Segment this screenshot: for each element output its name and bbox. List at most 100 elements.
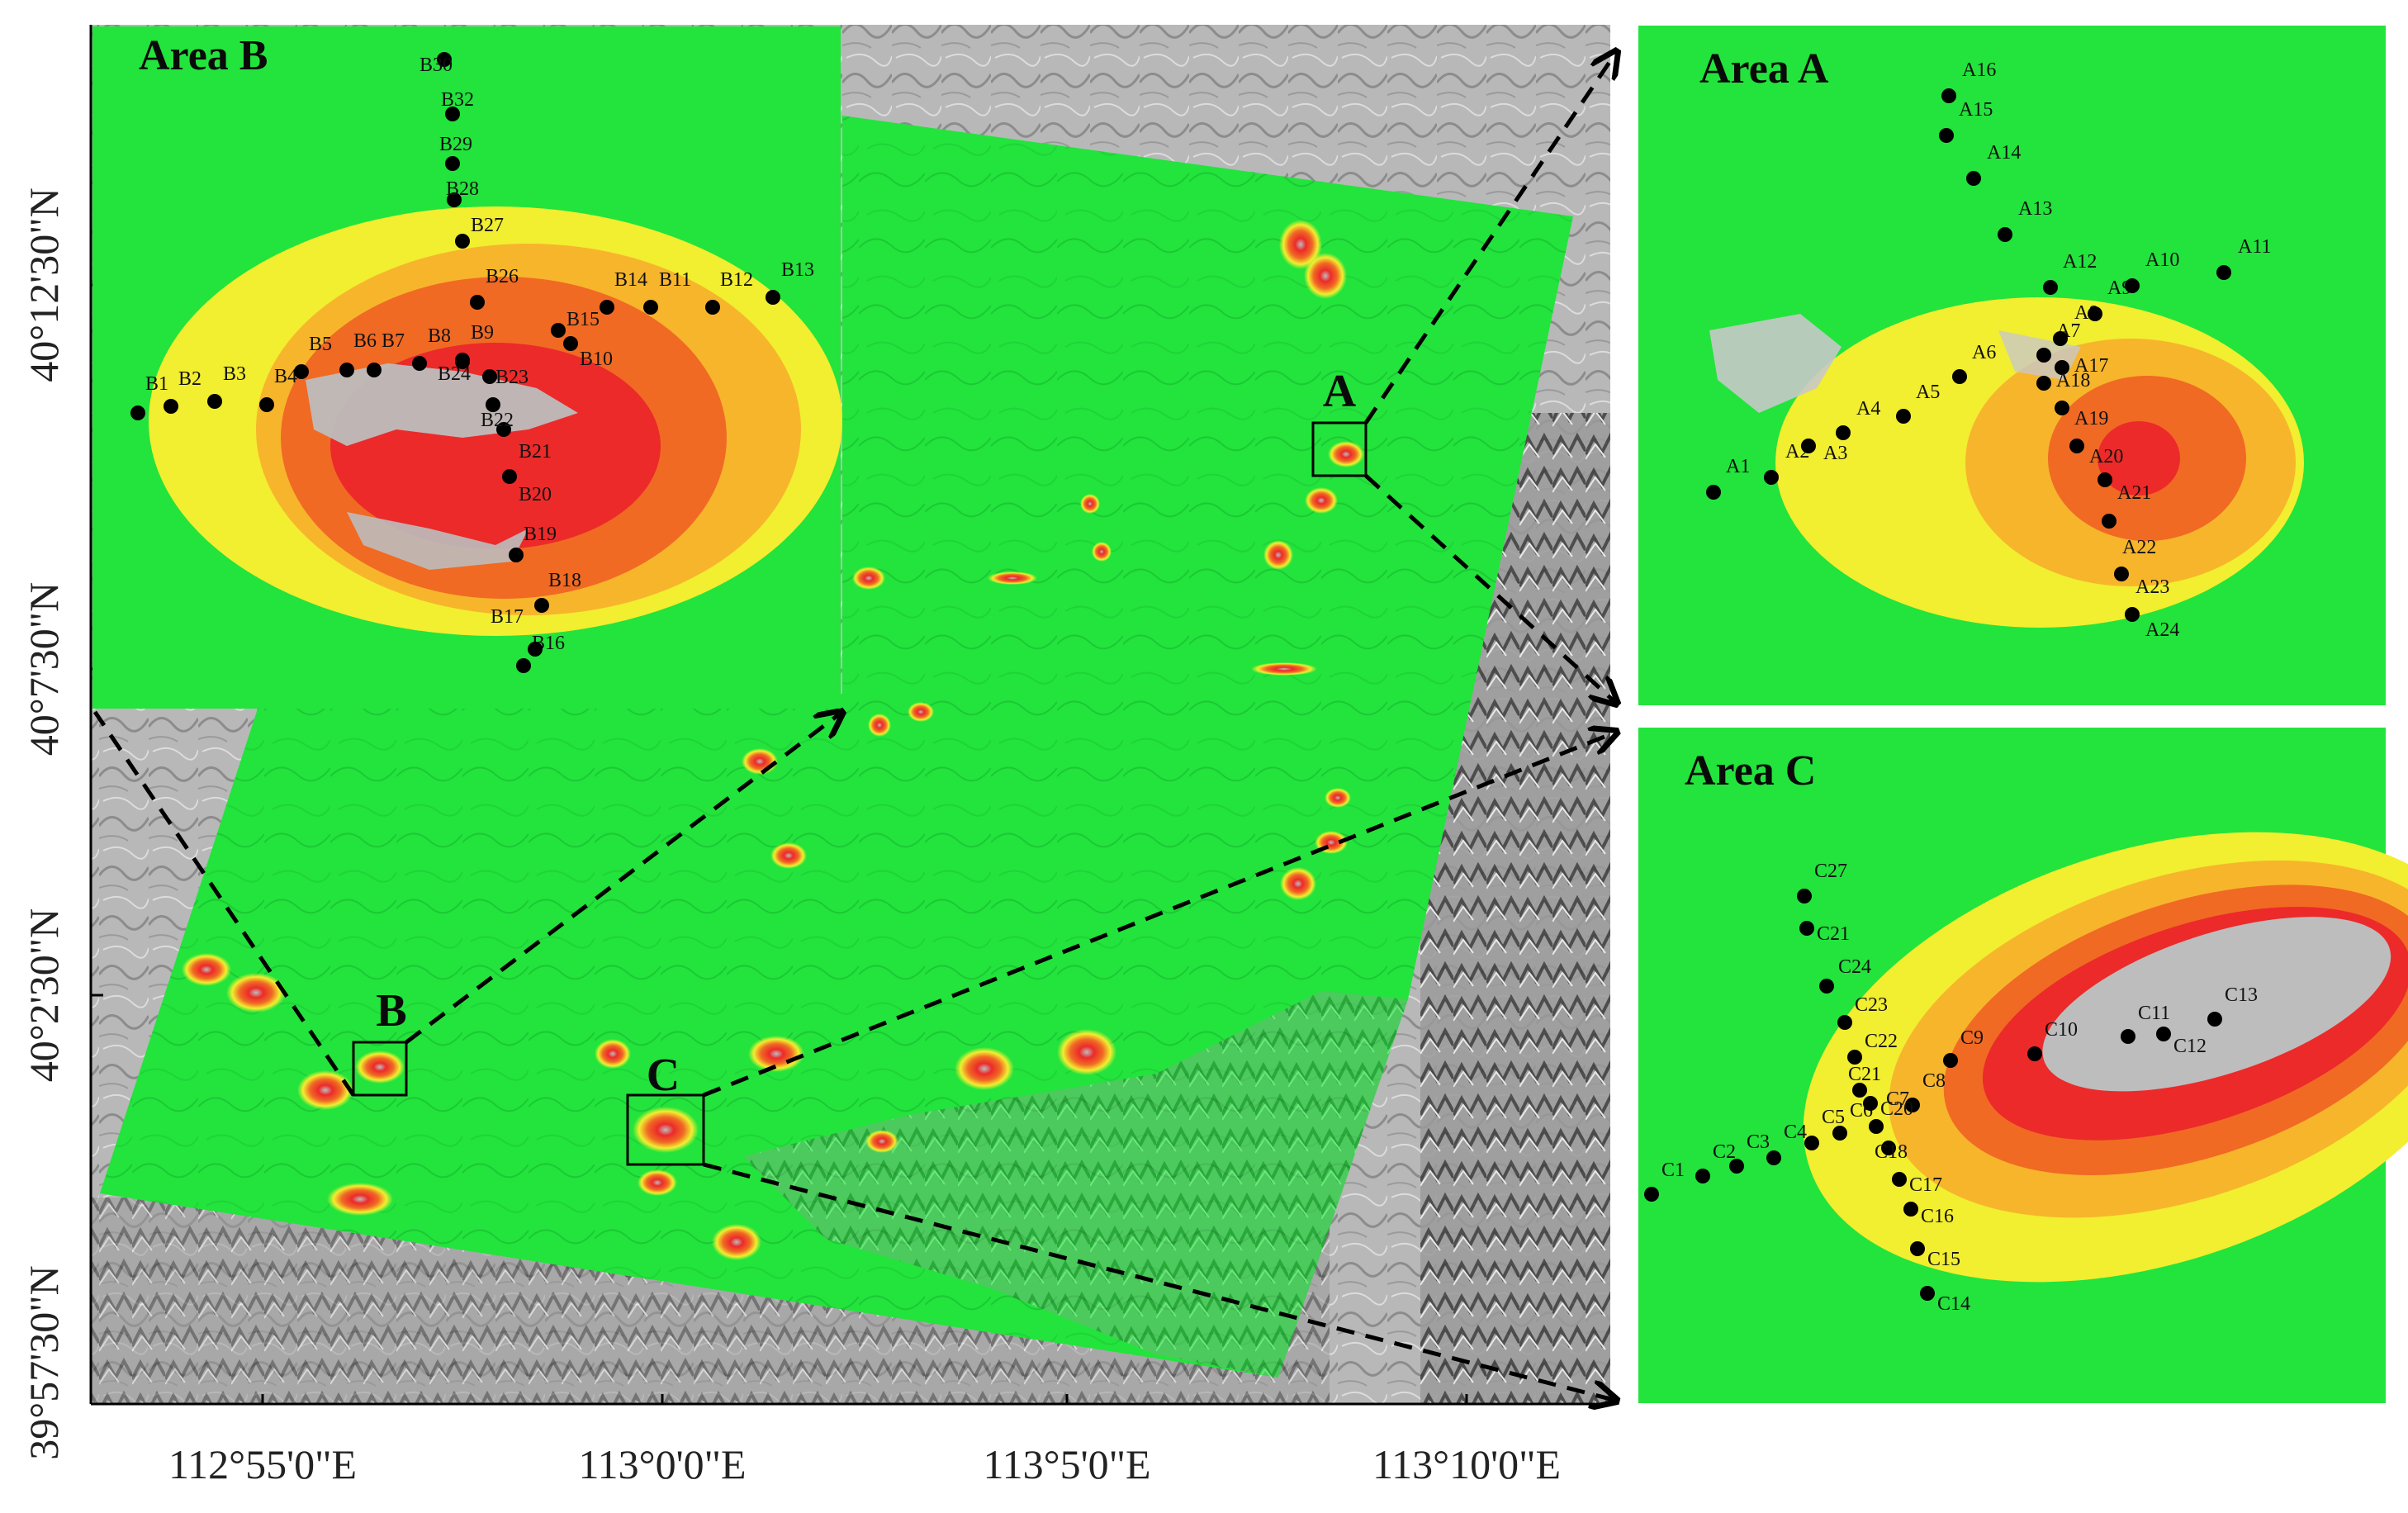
survey-point-label: C4 bbox=[1784, 1122, 1807, 1143]
inset-leader-lines bbox=[92, 51, 1617, 1401]
survey-point-label: A20 bbox=[2089, 446, 2123, 467]
lon-tick-label: 113°10'0"E bbox=[1372, 1441, 1561, 1487]
survey-point-marker bbox=[367, 363, 382, 377]
survey-point-label: B20 bbox=[519, 484, 552, 505]
survey-point-marker bbox=[1706, 485, 1721, 500]
subsidence-spot bbox=[748, 1036, 804, 1072]
survey-point-marker bbox=[207, 394, 222, 409]
survey-point-marker bbox=[1863, 1096, 1878, 1111]
survey-point-marker bbox=[412, 356, 427, 371]
survey-point-marker bbox=[1644, 1187, 1659, 1202]
survey-point-marker bbox=[2055, 401, 2069, 415]
survey-point-marker bbox=[502, 469, 517, 484]
survey-point-label: C21 bbox=[1848, 1064, 1881, 1085]
survey-point-marker bbox=[1801, 439, 1816, 453]
survey-point-marker bbox=[445, 156, 460, 171]
survey-point-label: A21 bbox=[2117, 482, 2151, 504]
survey-point-marker bbox=[2102, 514, 2116, 529]
inset-area-b: Area B B1 B2 B3 B4 B5 B6 B7 B8 B9 B10 B11 B12 B13 B14… bbox=[92, 26, 842, 709]
survey-point-marker bbox=[2114, 567, 2129, 581]
subsidence-spot bbox=[865, 1130, 898, 1153]
survey-point-label: B29 bbox=[439, 134, 472, 155]
survey-point-label: B18 bbox=[548, 570, 581, 591]
survey-point-marker bbox=[486, 397, 500, 412]
survey-point-marker bbox=[482, 369, 497, 384]
survey-point-label: C21 bbox=[1817, 923, 1850, 945]
survey-point-marker bbox=[643, 300, 658, 315]
survey-point-marker bbox=[455, 353, 470, 368]
survey-point-label: B21 bbox=[519, 441, 552, 462]
subsidence-spot bbox=[1080, 494, 1100, 514]
survey-point-label: A3 bbox=[1823, 443, 1847, 464]
survey-point-marker bbox=[2216, 265, 2231, 280]
survey-point-marker bbox=[259, 397, 274, 412]
survey-point-label: B5 bbox=[309, 334, 332, 355]
survey-point-marker bbox=[2125, 607, 2140, 622]
survey-point-label: B15 bbox=[566, 309, 600, 330]
survey-point-label: C5 bbox=[1822, 1107, 1845, 1128]
survey-point-label: B22 bbox=[481, 410, 514, 431]
survey-point-marker bbox=[2088, 306, 2102, 321]
subsidence-spot bbox=[1304, 253, 1347, 299]
inset-b-decorrelation-south bbox=[347, 512, 529, 570]
survey-point-marker bbox=[1729, 1159, 1744, 1174]
overview-box-a bbox=[1311, 421, 1368, 477]
lon-tick-label: 113°5'0"E bbox=[983, 1441, 1150, 1487]
survey-point-marker bbox=[130, 406, 145, 420]
survey-point-marker bbox=[1966, 171, 1981, 186]
survey-point-marker bbox=[509, 548, 524, 562]
survey-point-label: C24 bbox=[1838, 956, 1871, 978]
survey-point-label: C16 bbox=[1921, 1206, 1954, 1227]
survey-point-label: C17 bbox=[1909, 1174, 1942, 1196]
subsidence-spot bbox=[1325, 788, 1351, 808]
survey-point-marker bbox=[563, 336, 578, 351]
survey-point-label: C12 bbox=[2173, 1036, 2207, 1057]
survey-point-label: C15 bbox=[1927, 1249, 1960, 1270]
survey-point-label: C8 bbox=[1922, 1070, 1946, 1092]
survey-point-marker bbox=[534, 598, 549, 613]
inset-c-decorrelation bbox=[2042, 917, 2391, 1092]
subsidence-spot bbox=[638, 1169, 677, 1196]
survey-point-label: B32 bbox=[441, 89, 474, 111]
inset-a-decorrelation bbox=[1709, 314, 1842, 413]
subsidence-spot bbox=[770, 842, 807, 869]
survey-point-label: C3 bbox=[1747, 1131, 1770, 1153]
survey-point-label: B23 bbox=[495, 367, 529, 388]
survey-point-label: B11 bbox=[659, 269, 691, 291]
survey-point-label: B1 bbox=[145, 373, 168, 395]
survey-point-label: A23 bbox=[2135, 576, 2169, 598]
survey-point-marker bbox=[470, 295, 485, 310]
survey-point-label: A12 bbox=[2063, 251, 2097, 273]
survey-point-marker bbox=[2055, 360, 2069, 375]
subsidence-spot bbox=[1280, 867, 1316, 900]
subsidence-spot bbox=[226, 973, 286, 1013]
survey-point-label: B26 bbox=[486, 266, 519, 287]
subsidence-spot bbox=[742, 748, 778, 775]
survey-point-marker bbox=[1764, 470, 1779, 485]
longitude-tick-labels: 112°55'0"E 113°0'0"E 113°5'0"E 113°10'0"… bbox=[168, 1441, 1561, 1487]
survey-point-label: B13 bbox=[781, 259, 814, 281]
inset-a-title: Area A bbox=[1699, 45, 1829, 92]
survey-point-marker bbox=[1797, 889, 1812, 904]
survey-point-marker bbox=[2125, 278, 2140, 293]
survey-point-marker bbox=[1869, 1119, 1884, 1134]
survey-point-marker bbox=[1819, 979, 1834, 994]
survey-point-marker bbox=[447, 192, 462, 207]
survey-point-marker bbox=[1881, 1141, 1896, 1155]
subsidence-spot bbox=[182, 953, 231, 986]
survey-point-marker bbox=[1695, 1169, 1710, 1183]
survey-point-marker bbox=[1903, 1202, 1918, 1217]
survey-point-label: A10 bbox=[2145, 249, 2179, 271]
survey-point-label: B30 bbox=[420, 55, 453, 76]
survey-point-label: B7 bbox=[382, 330, 405, 352]
subsidence-spot bbox=[633, 1107, 699, 1153]
subsidence-spot bbox=[1092, 542, 1112, 562]
survey-point-label: A19 bbox=[2074, 408, 2108, 429]
survey-point-marker bbox=[2036, 348, 2051, 363]
survey-point-marker bbox=[528, 642, 543, 657]
survey-point-marker bbox=[1852, 1083, 1867, 1098]
